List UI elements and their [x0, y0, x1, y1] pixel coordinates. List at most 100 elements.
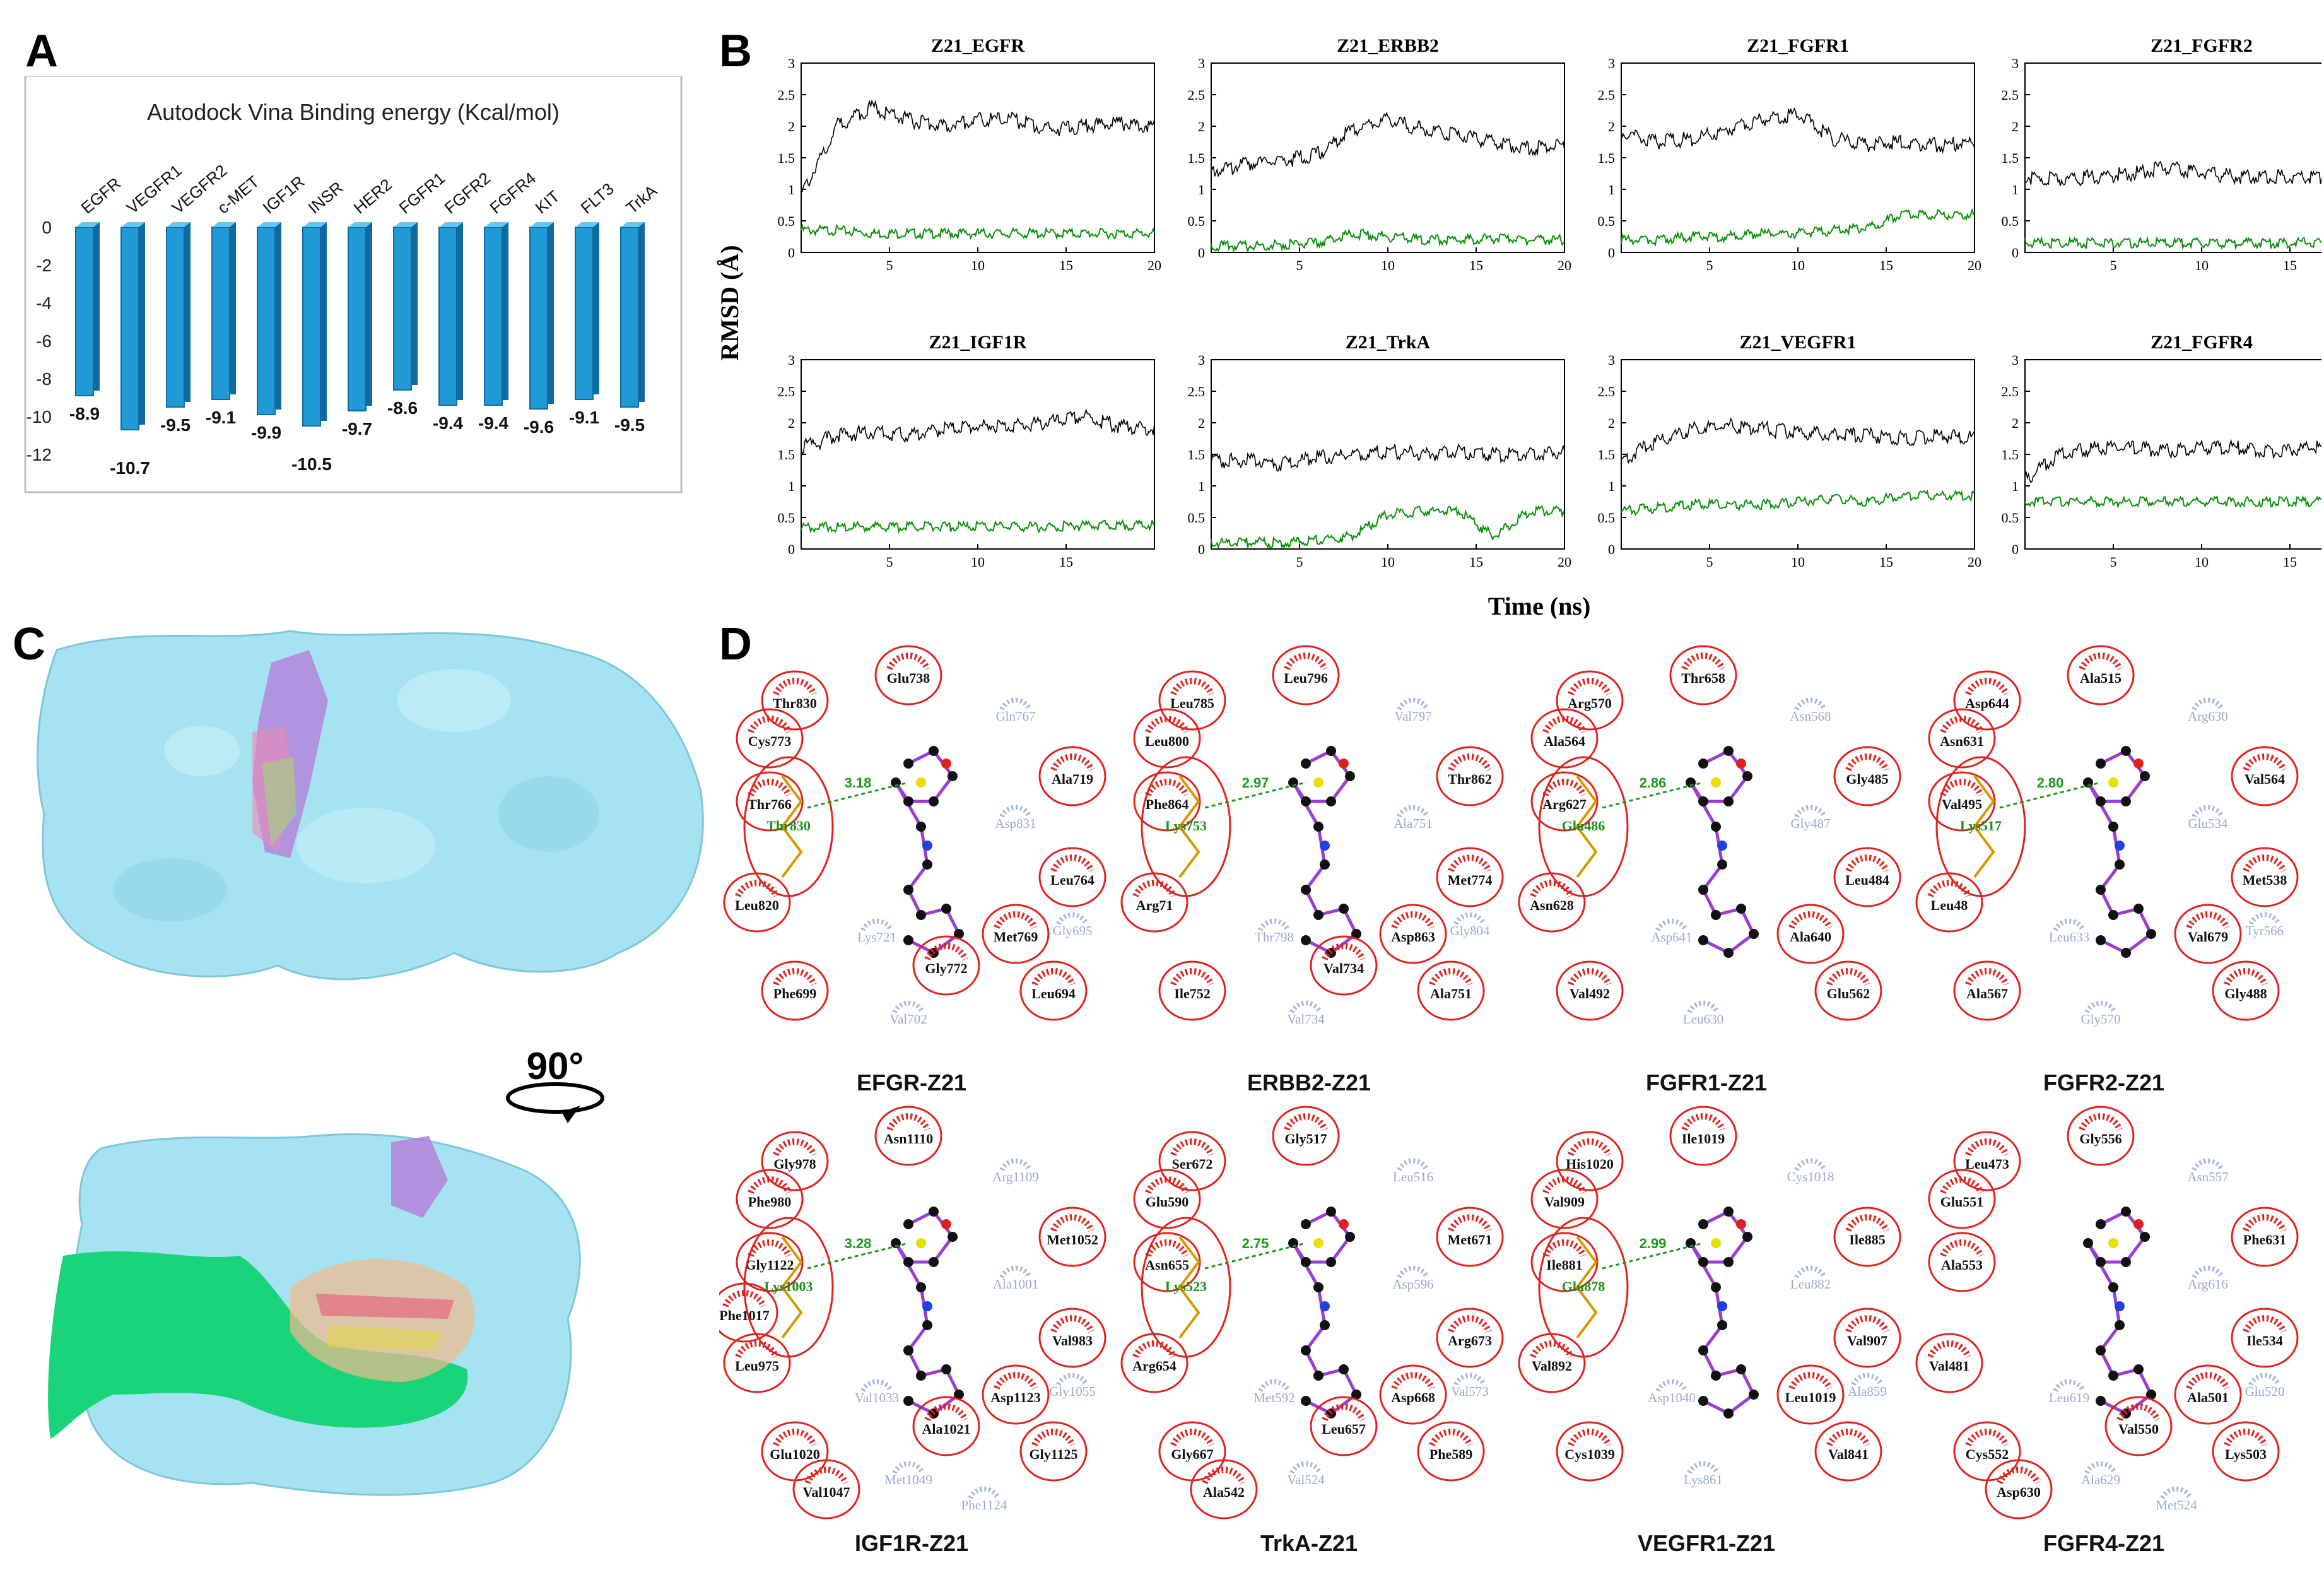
sulfur-atom	[2108, 1238, 2118, 1248]
value-label: -9.9	[251, 423, 281, 442]
protein-rmsd-line	[2024, 439, 2321, 483]
residue-label: Leu882	[1790, 1277, 1831, 1292]
residue-Asp644: Asp644	[1953, 670, 2021, 731]
residue-label: Leu48	[1931, 897, 1968, 913]
nitrogen-atom	[922, 841, 932, 851]
residue-ring	[2231, 1307, 2299, 1368]
binding-energy-bar-chart: Autodock Vina Binding energy (Kcal/mol) …	[24, 76, 683, 493]
y-tick: 3	[1608, 352, 1615, 368]
hbond-distance: 2.99	[1640, 1236, 1667, 1251]
bar-top	[167, 222, 191, 227]
x-tick: 20	[1968, 554, 1981, 570]
hydrophobic-arc	[924, 1403, 968, 1422]
y-tick: 2.5	[778, 384, 795, 399]
ligand-atom	[1698, 935, 1708, 945]
hydrophobic-arc	[1258, 918, 1291, 931]
y-tick: 3	[1198, 352, 1205, 368]
residue-Ile534: Ile534	[2231, 1307, 2299, 1368]
ligand-atom	[903, 1257, 913, 1267]
ligand-atom	[1698, 796, 1708, 806]
hydrophobic-arc	[1050, 854, 1095, 873]
bar-front	[484, 227, 503, 406]
y-tick: 2.5	[1188, 384, 1206, 399]
y-tick-label: -8	[36, 369, 52, 389]
ligand-rmsd-line	[1621, 489, 1975, 517]
y-tick: 2	[788, 415, 795, 431]
residue-Tyr566: Tyr566	[2246, 912, 2284, 938]
ligand-atom	[1326, 796, 1336, 806]
y-tick-label: -12	[26, 445, 52, 464]
y-tick: 3	[2012, 352, 2019, 368]
protein-surface-views: 90°	[37, 630, 704, 1496]
residue-Met1052: Met1052	[1038, 1207, 1106, 1267]
residue-ring	[1038, 847, 1106, 907]
rmsd-subplot-Z21_ERBB2: Z21_ERBB2 0 0.5 1 1.5 2 2.5 3 5 10 15 20	[1188, 35, 1572, 273]
hbond-residue-Glu878: Glu878	[1538, 1217, 1629, 1358]
bar-side	[457, 222, 463, 400]
residue-Leu785: Leu785	[1158, 670, 1226, 731]
residue-Arg627: Arg627	[1530, 771, 1599, 832]
residue-ring	[1814, 960, 1882, 1021]
residue-Met538: Met538	[2231, 847, 2299, 907]
residue-Ala640: Ala640	[1776, 904, 1845, 964]
subplot-frame	[801, 62, 1155, 253]
residue-ring	[1417, 960, 1485, 1021]
residue-label: Thr798	[1255, 930, 1294, 945]
hydrophobic-arc	[1851, 1372, 1884, 1386]
ligand-atom	[2133, 904, 2144, 914]
residue-Phe589: Phe589	[1417, 1421, 1485, 1482]
ligand-atom	[1742, 771, 1752, 781]
interaction-diagram-grid: Thr830 Glu738 Gln767 Ala719 Thr766 Asp831 Leu7…	[719, 645, 2299, 1556]
residue-ring	[1669, 1106, 1737, 1166]
x-tick: 5	[1706, 554, 1713, 570]
hydrophobic-arc	[1145, 1176, 1189, 1195]
residue-label: Ala501	[2187, 1390, 2229, 1405]
residue-label: Val797	[1394, 709, 1432, 724]
residue-label: His1020	[1566, 1156, 1614, 1172]
residue-Asp831: Asp831	[995, 805, 1036, 831]
residue-Met671: Met671	[1436, 1207, 1504, 1267]
residue-label: Leu785	[1170, 695, 1214, 711]
residue-ring	[1928, 1169, 1996, 1229]
residue-label: Ile881	[1546, 1257, 1582, 1273]
residue-label: Met524	[2156, 1497, 2197, 1513]
bar-HER2	[348, 222, 372, 411]
residue-label: Asp596	[1392, 1277, 1433, 1292]
ligand-atom	[2133, 1364, 2144, 1374]
y-tick: 3	[788, 56, 795, 71]
hbond-line	[1602, 1242, 1704, 1270]
hydrophobic-arc	[2116, 1403, 2161, 1422]
y-tick: 1.5	[1598, 447, 1616, 463]
ligand-atom	[1301, 1396, 1311, 1406]
bar-top	[439, 222, 463, 227]
residue-label: Glu562	[1827, 986, 1870, 1001]
hydrophobic-arc	[2224, 968, 2268, 986]
hydrophobic-arc	[2084, 1000, 2117, 1013]
subplot-title: Z21_FGFR2	[2151, 35, 2253, 56]
ligand-atom	[929, 796, 939, 806]
hydrophobic-arc	[924, 943, 968, 961]
residue-Leu619: Leu619	[2049, 1379, 2089, 1405]
rotation-indicator: 90°	[506, 1045, 604, 1123]
oxygen-atom	[1339, 758, 1349, 769]
residue-label: Val573	[1451, 1384, 1489, 1399]
hydrophobic-arc	[892, 1461, 925, 1474]
residue-Arg616: Arg616	[2188, 1265, 2228, 1292]
x-tick: 10	[1381, 257, 1395, 273]
ligand-atom	[954, 929, 964, 939]
residue-ring	[982, 1364, 1050, 1425]
hydrophobic-arc	[1794, 1158, 1827, 1171]
ligand-atom	[2121, 1207, 2131, 1217]
residue-Thr658: Thr658	[1669, 645, 1737, 705]
residue-ring	[1133, 708, 1201, 769]
bar-FGFR2	[438, 222, 463, 406]
hydrophobic-arc	[1845, 1214, 1889, 1232]
hydrophobic-arc	[1542, 1239, 1587, 1258]
residue-ring	[982, 904, 1050, 964]
residue-label: Met671	[1448, 1232, 1493, 1248]
residue-label: Gly1125	[1029, 1446, 1077, 1462]
residue-ring	[1833, 746, 1901, 806]
residue-Met592: Met592	[1253, 1379, 1295, 1405]
ligand-atom	[1698, 885, 1708, 895]
residue-Gly488: Gly488	[2212, 960, 2280, 1021]
